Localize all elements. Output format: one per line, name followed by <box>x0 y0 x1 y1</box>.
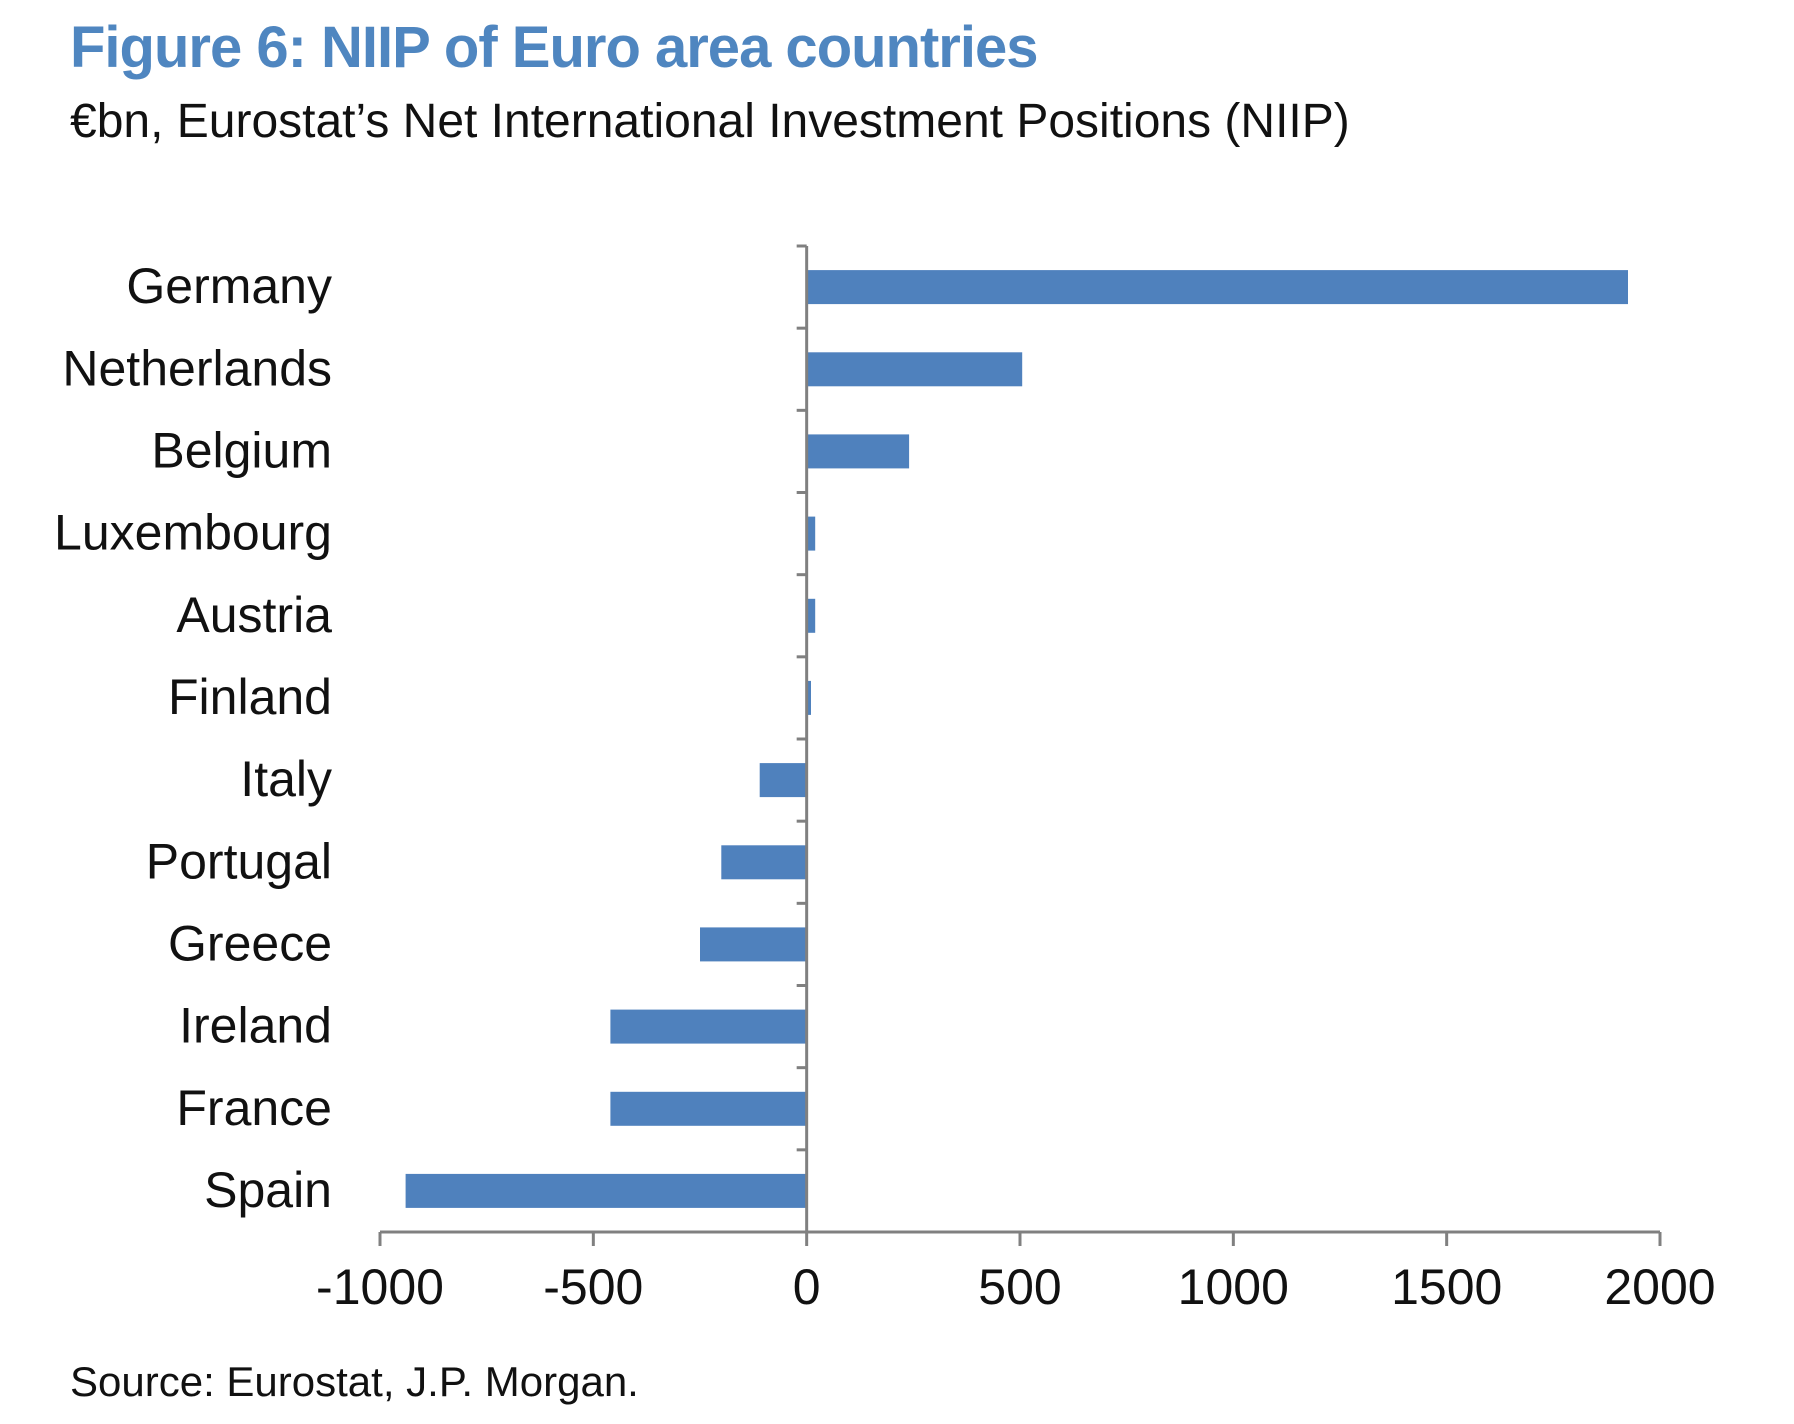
bar-ireland <box>610 1009 807 1044</box>
bar-belgium <box>806 434 910 469</box>
bar-netherlands <box>806 352 1023 387</box>
category-labels: Germany Netherlands Belgium Luxembourg Austr… <box>54 258 332 1218</box>
category-label-spain: Spain <box>204 1162 332 1218</box>
category-label-finland: Finland <box>168 669 332 725</box>
chart-title: Figure 6: NIIP of Euro area countries <box>70 15 1038 80</box>
x-tick-label: 1000 <box>1178 1259 1289 1315</box>
source-note: Source: Eurostat, J.P. Morgan. <box>70 1358 639 1405</box>
category-label-portugal: Portugal <box>146 833 332 889</box>
x-tick-label: -500 <box>543 1259 643 1315</box>
bar-portugal <box>721 845 807 880</box>
category-label-italy: Italy <box>240 751 332 807</box>
category-label-belgium: Belgium <box>151 422 332 478</box>
x-tick-label: -1000 <box>316 1259 444 1315</box>
category-label-ireland: Ireland <box>179 998 332 1054</box>
category-label-netherlands: Netherlands <box>62 340 332 396</box>
bars-layer <box>405 270 1628 1208</box>
x-tick-label: 0 <box>793 1259 821 1315</box>
chart-subtitle: €bn, Eurostat’s Net International Invest… <box>70 95 1350 148</box>
category-label-germany: Germany <box>126 258 332 314</box>
axis-layer <box>378 244 1662 1246</box>
category-label-greece: Greece <box>168 915 332 971</box>
bar-austria <box>806 598 816 633</box>
x-tick-label: 1500 <box>1391 1259 1502 1315</box>
x-tick-label: 500 <box>978 1259 1061 1315</box>
category-label-austria: Austria <box>176 587 332 643</box>
bar-luxembourg <box>806 516 816 551</box>
bar-finland <box>806 680 811 715</box>
x-tick-label: 2000 <box>1604 1259 1715 1315</box>
bar-italy <box>759 763 807 798</box>
category-label-luxembourg: Luxembourg <box>54 505 332 561</box>
bar-greece <box>700 927 807 962</box>
bar-spain <box>405 1173 807 1208</box>
x-tick-labels: -1000 -500 0 500 1000 1500 2000 <box>316 1259 1716 1315</box>
bar-germany <box>806 270 1628 305</box>
category-label-france: France <box>176 1080 332 1136</box>
bar-france <box>610 1091 807 1126</box>
